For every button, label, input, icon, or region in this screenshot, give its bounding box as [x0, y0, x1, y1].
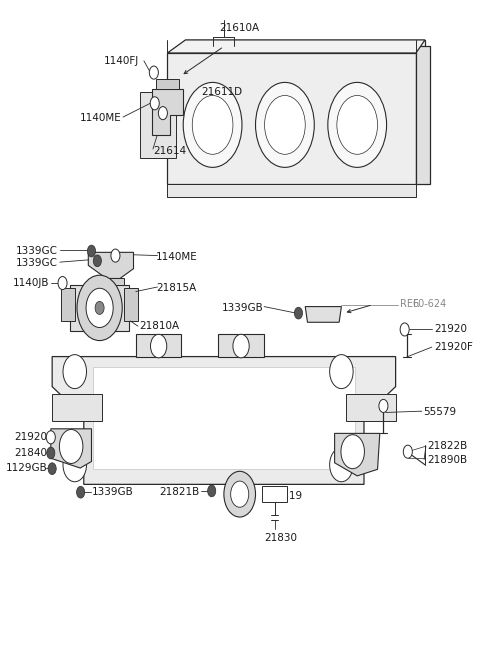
Polygon shape: [70, 285, 129, 331]
Circle shape: [149, 66, 158, 79]
Text: 1339GC: 1339GC: [16, 246, 58, 256]
Circle shape: [330, 354, 353, 388]
Text: REF.: REF.: [400, 299, 420, 309]
Circle shape: [77, 275, 122, 341]
Circle shape: [77, 486, 84, 498]
Circle shape: [63, 448, 86, 481]
Circle shape: [379, 400, 388, 413]
Text: 1140JB: 1140JB: [12, 278, 49, 288]
Circle shape: [337, 96, 378, 155]
Polygon shape: [416, 47, 430, 183]
Circle shape: [231, 481, 249, 507]
Circle shape: [86, 288, 113, 328]
Text: 21810A: 21810A: [139, 321, 180, 331]
Polygon shape: [61, 288, 75, 321]
Text: 21821B: 21821B: [160, 487, 200, 497]
Circle shape: [158, 107, 168, 120]
Text: 21840: 21840: [14, 448, 48, 458]
Circle shape: [46, 431, 55, 444]
Polygon shape: [346, 394, 396, 421]
Text: 21819: 21819: [269, 491, 302, 501]
Circle shape: [111, 249, 120, 262]
Circle shape: [183, 83, 242, 168]
Circle shape: [63, 354, 86, 388]
Polygon shape: [168, 40, 425, 53]
Text: 21611D: 21611D: [201, 87, 242, 97]
Circle shape: [208, 485, 216, 496]
Circle shape: [341, 435, 364, 469]
Circle shape: [294, 307, 302, 319]
Polygon shape: [124, 288, 138, 321]
Text: 55579: 55579: [423, 407, 456, 417]
Circle shape: [60, 430, 83, 464]
Circle shape: [192, 96, 233, 155]
Text: 1339GB: 1339GB: [92, 487, 133, 497]
Polygon shape: [185, 40, 425, 60]
Polygon shape: [52, 394, 102, 421]
Circle shape: [255, 83, 314, 168]
Polygon shape: [305, 307, 341, 322]
Circle shape: [93, 255, 101, 267]
Circle shape: [58, 276, 67, 290]
Text: 21822B: 21822B: [427, 441, 468, 451]
Polygon shape: [168, 183, 416, 196]
Text: 1339GB: 1339GB: [221, 303, 263, 313]
Circle shape: [48, 463, 56, 475]
Polygon shape: [335, 434, 380, 476]
Text: 1140ME: 1140ME: [80, 113, 121, 123]
Text: 1140ME: 1140ME: [156, 252, 198, 262]
Circle shape: [95, 301, 104, 314]
Polygon shape: [51, 429, 92, 468]
Text: 21610A: 21610A: [220, 23, 260, 33]
Text: 21614: 21614: [153, 146, 186, 156]
Circle shape: [400, 323, 409, 336]
Circle shape: [151, 334, 167, 358]
Polygon shape: [97, 278, 124, 285]
Text: 21920: 21920: [14, 432, 48, 442]
Text: 21815A: 21815A: [156, 283, 196, 293]
Polygon shape: [140, 92, 177, 158]
Polygon shape: [152, 89, 183, 135]
Circle shape: [150, 97, 159, 110]
Text: 21920F: 21920F: [434, 342, 473, 352]
Bar: [262, 486, 287, 502]
Polygon shape: [168, 53, 416, 183]
Circle shape: [87, 245, 96, 257]
Text: 1129GB: 1129GB: [6, 463, 48, 473]
Text: 1140FJ: 1140FJ: [104, 56, 139, 66]
Polygon shape: [88, 252, 133, 278]
Text: 60-624: 60-624: [413, 299, 447, 309]
Circle shape: [47, 447, 55, 459]
Circle shape: [403, 445, 412, 458]
Text: 21890B: 21890B: [427, 455, 468, 464]
Circle shape: [224, 472, 255, 517]
Circle shape: [328, 83, 386, 168]
Text: 21830: 21830: [264, 533, 298, 543]
Polygon shape: [52, 356, 396, 484]
Circle shape: [233, 334, 249, 358]
Polygon shape: [136, 334, 181, 356]
Text: 21920: 21920: [434, 324, 467, 335]
Circle shape: [264, 96, 305, 155]
Polygon shape: [93, 367, 355, 470]
Polygon shape: [156, 79, 179, 89]
Polygon shape: [218, 334, 264, 356]
Text: 1339GC: 1339GC: [16, 259, 58, 269]
Circle shape: [330, 448, 353, 481]
